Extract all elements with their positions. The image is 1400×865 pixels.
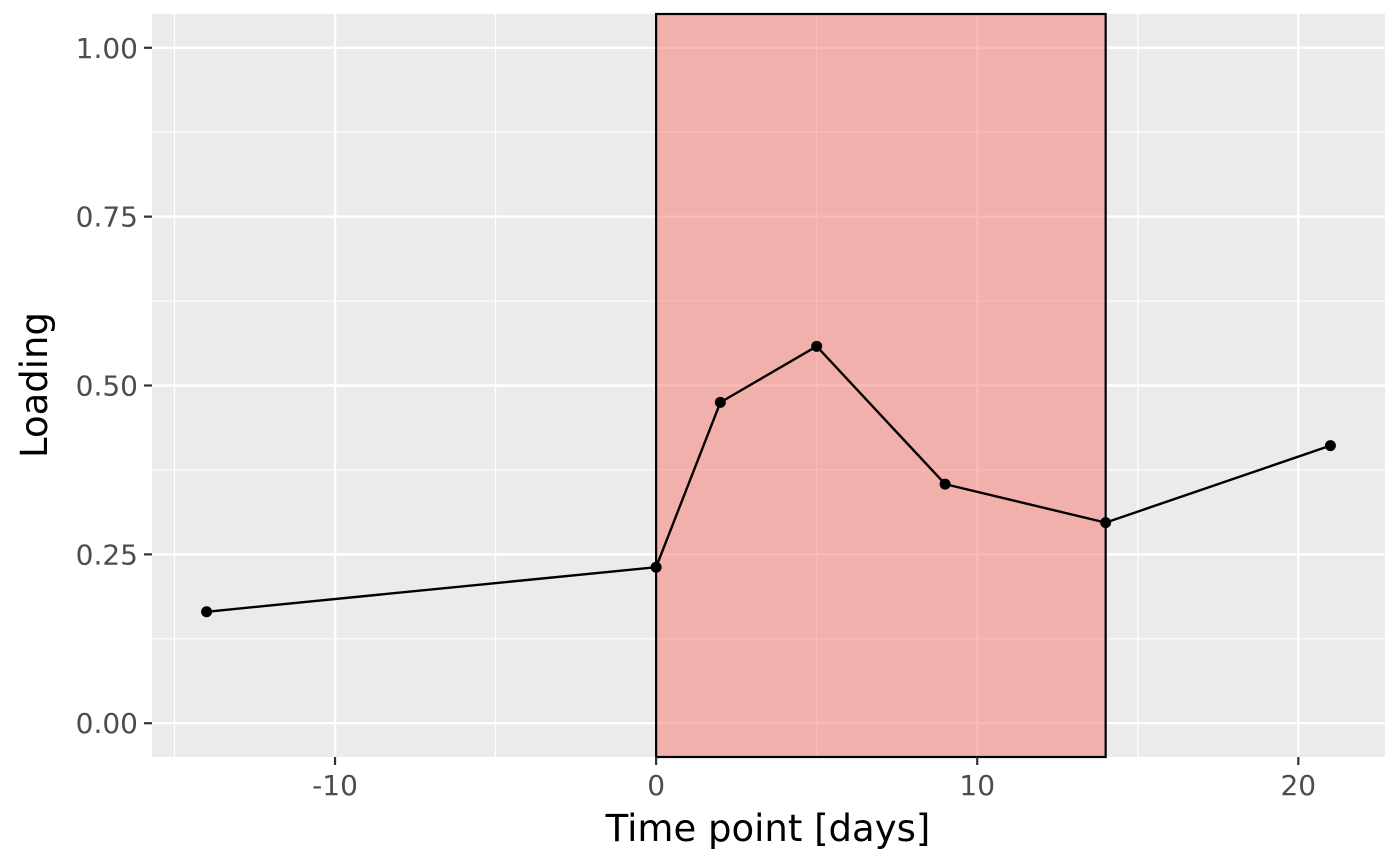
y-axis: 0.00 0.25 0.50 0.75 1.00 — [76, 32, 152, 740]
data-point — [650, 561, 662, 573]
x-tick-label: 20 — [1280, 769, 1316, 802]
y-tick-label: 0.25 — [76, 538, 138, 571]
x-axis-title: Time point [days] — [605, 807, 931, 850]
y-tick-label: 0.00 — [76, 707, 138, 740]
y-tick-label: 0.50 — [76, 370, 138, 403]
data-point — [1324, 440, 1336, 452]
data-point — [714, 396, 726, 408]
data-point — [811, 340, 823, 352]
series-layer — [201, 340, 1336, 618]
y-tick-label: 1.00 — [76, 32, 138, 65]
x-axis: -10 0 10 20 — [312, 757, 1316, 802]
highlight-region — [655, 12, 1107, 759]
x-tick-label: 0 — [647, 769, 665, 802]
x-tick-label: 10 — [959, 769, 995, 802]
data-point — [939, 478, 951, 490]
data-point — [201, 606, 213, 618]
y-axis-title: Loading — [13, 312, 56, 458]
data-point — [1100, 517, 1112, 529]
y-tick-label: 0.75 — [76, 201, 138, 234]
x-tick-label: -10 — [312, 769, 358, 802]
highlight-rect — [655, 12, 1107, 759]
